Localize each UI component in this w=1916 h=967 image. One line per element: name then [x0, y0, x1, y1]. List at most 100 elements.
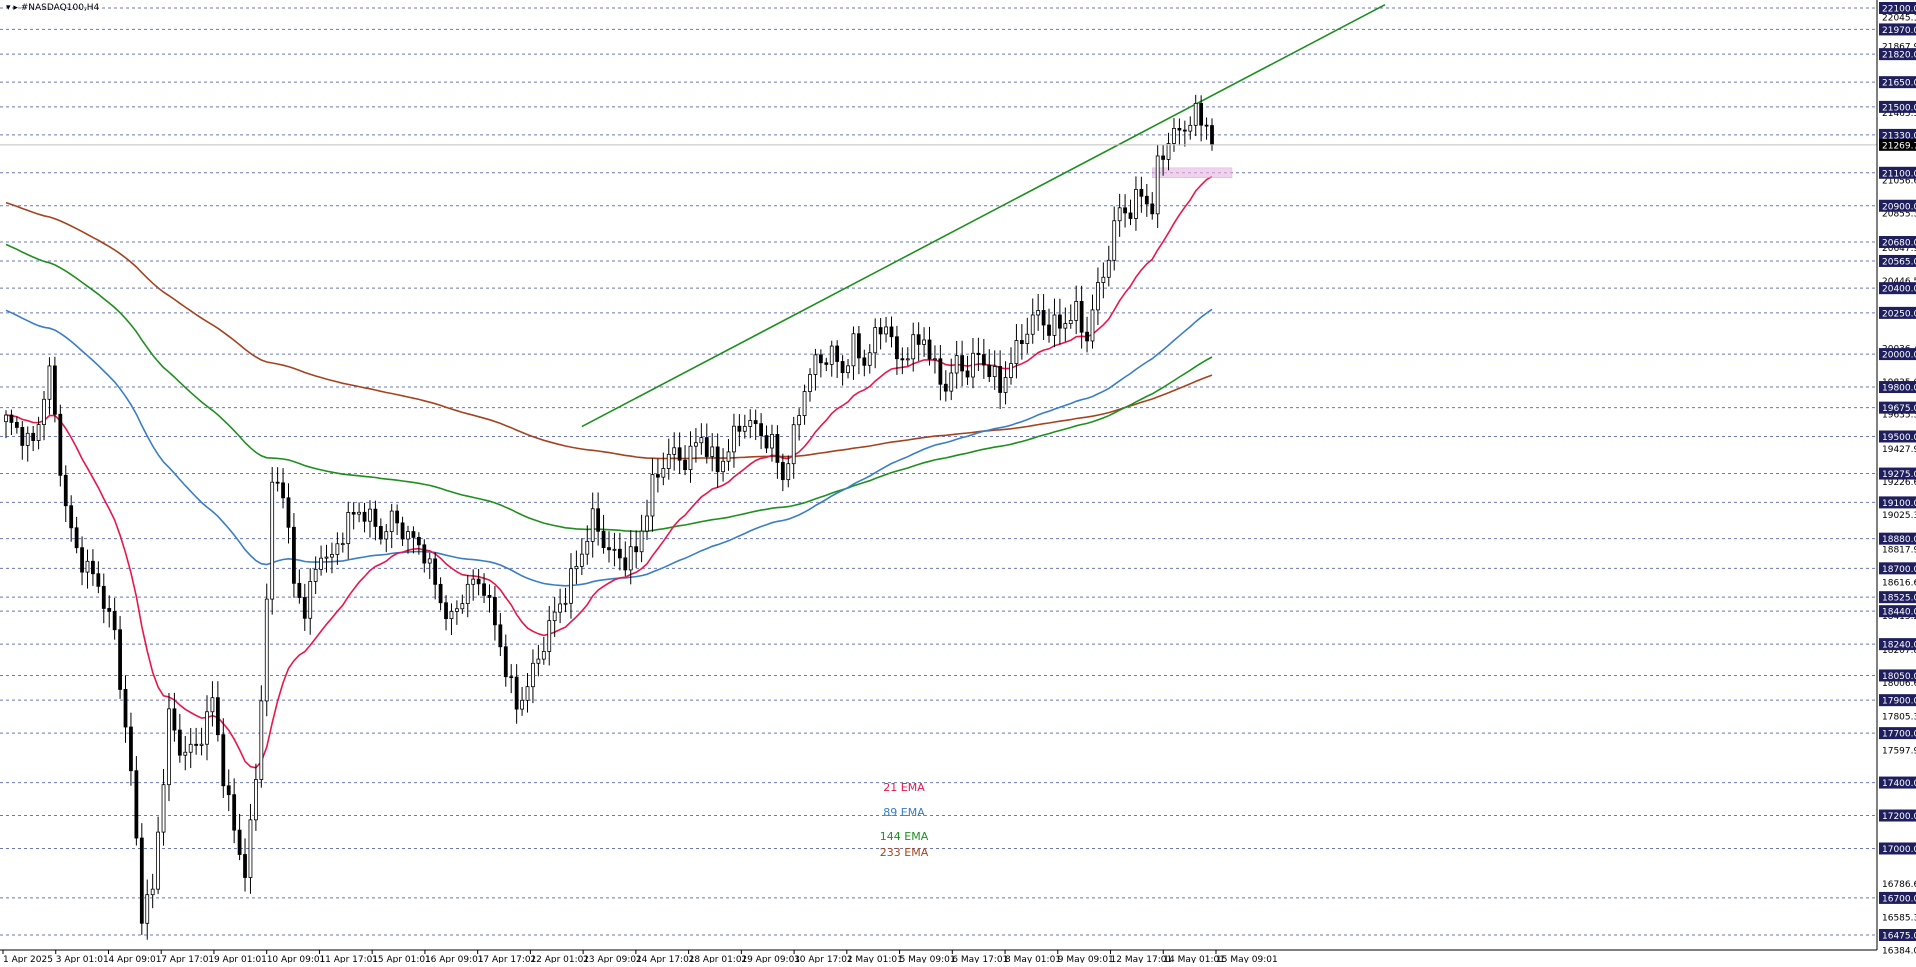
price-tick-label: 16786.61 [1882, 880, 1916, 890]
candle-body [688, 445, 693, 471]
candle-body [1057, 314, 1062, 329]
candle-body [1161, 155, 1166, 160]
candle-body [764, 435, 769, 449]
time-tick-label: 14 May 01:01 [1163, 955, 1225, 963]
price-level-tag [1879, 306, 1916, 319]
candle-body [1117, 207, 1122, 222]
price-level-tag [1879, 562, 1916, 575]
candle-body [411, 531, 416, 538]
candle-body [259, 700, 264, 780]
candle-body [378, 526, 383, 540]
candle-body [460, 603, 465, 610]
time-tick-label: 15 Apr 01:01 [372, 955, 431, 963]
candle-body [547, 620, 552, 652]
candle-body [167, 708, 171, 786]
candle-body [677, 447, 682, 461]
candle-body [357, 511, 362, 515]
candle-body [683, 459, 687, 471]
candle-body [1090, 309, 1095, 342]
candle-body [226, 785, 231, 796]
price-tick-label: 16384.01 [1882, 947, 1916, 957]
candle-body [938, 358, 943, 385]
candle-body [856, 333, 861, 359]
candle-body [373, 508, 378, 527]
price-level-tag-label: 20400.00 [1882, 285, 1916, 295]
price-level-tag [1879, 254, 1916, 267]
candle-body [335, 543, 340, 555]
candle-body [210, 697, 215, 713]
candle-body [699, 437, 704, 444]
price-level-tag [1879, 430, 1916, 443]
price-level-tag [1879, 48, 1916, 61]
candle-body [541, 651, 546, 660]
candle-body [971, 352, 975, 378]
price-level-tag-label: 18700.00 [1882, 565, 1916, 575]
price-level-tag [1879, 694, 1916, 707]
candle-body [172, 708, 177, 731]
candle-body [150, 888, 155, 896]
price-level-tag [1879, 236, 1916, 249]
candle-body [634, 546, 639, 553]
candle-body [384, 531, 389, 540]
candle-body [710, 446, 715, 457]
price-tick-label: 18006.61 [1882, 679, 1916, 689]
trendline-upper [581, 3, 1386, 428]
price-level-tag-label: 18525.00 [1882, 594, 1916, 604]
candle-body [884, 326, 888, 335]
candle-body [628, 546, 633, 571]
time-tick-label: 10 Apr 09:01 [267, 955, 326, 963]
candle-body [129, 726, 133, 772]
price-level-tag-label: 19275.00 [1882, 470, 1916, 480]
candle-body [873, 327, 878, 354]
price-level-tag-label: 17200.00 [1882, 812, 1916, 822]
candle-body [737, 425, 742, 432]
candle-body [1009, 363, 1013, 378]
price-tick-label: 21056.61 [1882, 176, 1916, 186]
price-tick-label: 21867.91 [1882, 43, 1916, 53]
candle-body [981, 354, 986, 366]
price-level-tag [1879, 282, 1916, 295]
candle-body [427, 558, 432, 564]
candle-body [558, 603, 563, 613]
price-tick-label: 18207.81 [1882, 646, 1916, 656]
candle-body [1085, 331, 1089, 342]
candle-body [607, 547, 611, 551]
price-tick-label: 19025.31 [1882, 511, 1916, 521]
candle-body [346, 512, 351, 545]
price-level-tag-label: 21820.00 [1882, 51, 1916, 61]
candle-body [1155, 155, 1160, 215]
price-level-tag [1879, 76, 1916, 89]
candle-body [36, 424, 41, 441]
candle-body [732, 425, 736, 453]
candle-body [389, 510, 394, 533]
price-level-tag-label: 18240.00 [1882, 641, 1916, 651]
candle-body [525, 686, 530, 701]
candle-body [112, 611, 117, 631]
candle-body [1204, 124, 1209, 127]
candle-body [666, 453, 671, 469]
candle-body [905, 358, 910, 361]
candle-body [574, 565, 579, 570]
price-level-tag [1879, 23, 1916, 36]
candle-body [1079, 301, 1084, 333]
candle-body [1047, 324, 1051, 336]
candle-body [351, 512, 356, 515]
candle-body [498, 624, 503, 648]
time-tick-label: 17 Apr 17:01 [478, 955, 537, 963]
candle-body [96, 573, 101, 587]
candle-body [721, 460, 725, 473]
candle-body [292, 526, 296, 584]
price-level-tag [1879, 605, 1916, 618]
price-tick-label: 20855.31 [1882, 210, 1916, 220]
price-level-tag-label: 19800.00 [1882, 384, 1916, 394]
time-tick-label: 7 Apr 17:01 [161, 955, 214, 963]
candle-body [1210, 125, 1214, 146]
candle-body [340, 543, 345, 546]
price-level-tag-label: 19100.00 [1882, 499, 1916, 509]
candle-body [85, 560, 90, 573]
price-level-tag [1879, 638, 1916, 651]
candle-body [742, 426, 747, 432]
candle-body [1166, 143, 1171, 160]
candle-body [1139, 188, 1144, 197]
